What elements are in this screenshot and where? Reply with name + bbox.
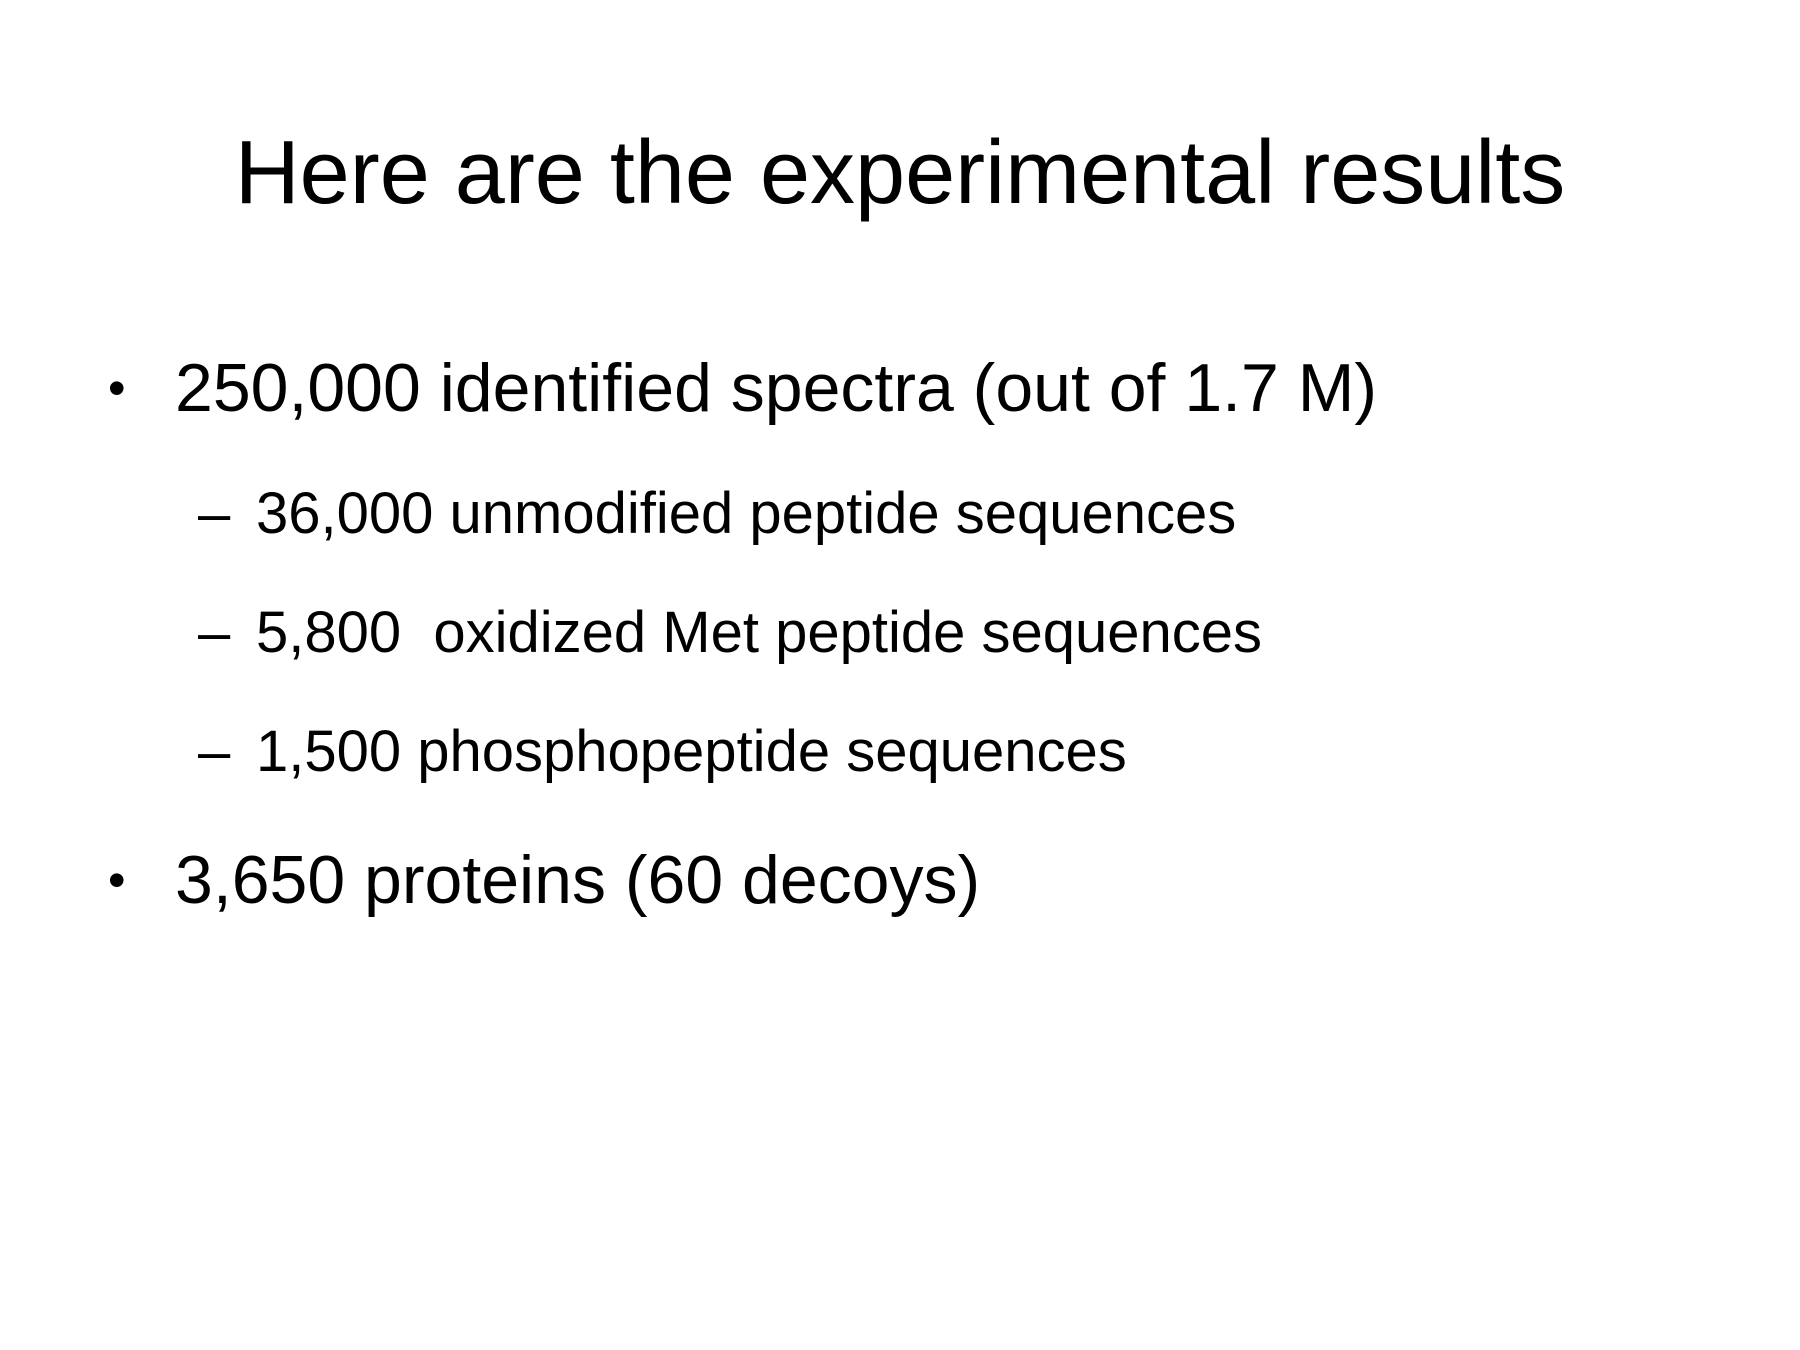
slide-title: Here are the experimental results [234,123,1566,223]
subitem-unmodified-peptides: 36,000 unmodified peptide sequences [256,481,1237,546]
subitem-phosphopeptides: 1,500 phosphopeptide sequences [256,719,1127,784]
subitem-marker: – [198,600,231,665]
bullet-marker: • [108,360,126,416]
bullet-marker: • [108,852,126,908]
bullet-item-proteins: 3,650 proteins (60 decoys) [175,842,981,918]
subitem-marker: – [198,719,231,784]
subitem-marker: – [198,481,231,546]
bullet-item-spectra: 250,000 identified spectra (out of 1.7 M… [175,350,1378,426]
subitem-oxidized-met-peptides: 5,800 oxidized Met peptide sequences [256,600,1263,665]
